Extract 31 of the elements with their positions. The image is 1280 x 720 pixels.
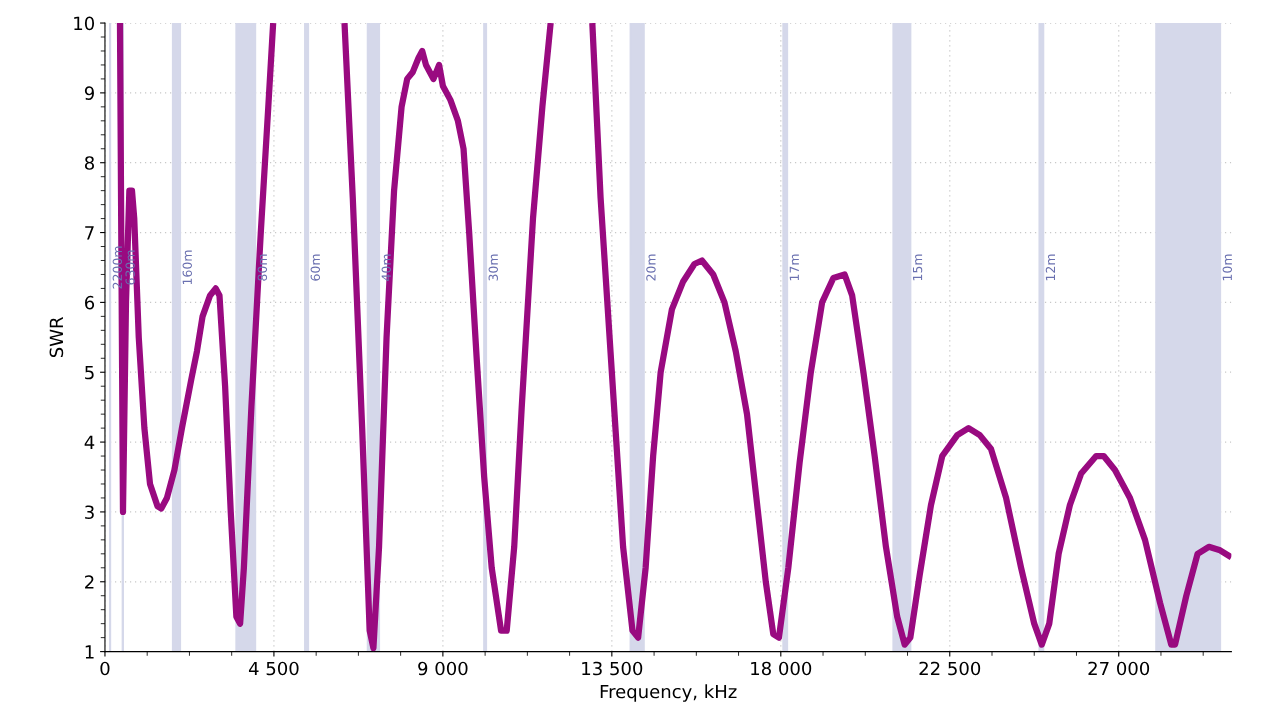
y-axis-title: SWR [49,316,64,358]
band-label: 10m [1222,254,1233,281]
x-tick-label: 18 000 [751,661,812,676]
y-tick-label: 9 [84,86,94,100]
x-tick-label: 13 500 [582,661,643,676]
band-label: 80m [257,254,268,281]
x-axis-title: Frequency, kHz [600,684,737,702]
y-tick-label: 7 [85,226,94,240]
band-label: 60m [310,254,321,281]
band-label: 20m [646,254,656,281]
y-tick-label: 1 [85,645,94,659]
y-tick-label: 2 [85,575,94,589]
band-label: 17m [789,254,799,281]
band-label: 15m [912,254,923,281]
band-label: 30m [488,254,498,281]
y-tick-label: 8 [84,156,94,170]
band-label: 630m [125,250,135,285]
y-tick-label: 4 [84,435,95,449]
x-tick-label: 27 000 [1088,661,1150,676]
x-tick-label: 4 500 [248,661,299,676]
x-tick-label: 22 500 [919,661,981,676]
band-label: 2200m [112,246,123,289]
y-tick-label: 6 [85,295,95,310]
y-tick-label: 3 [85,505,94,520]
band-label: 40m [381,254,391,281]
y-tick-label: 5 [85,365,94,380]
band-label: 12m [1045,254,1055,281]
x-tick-label: 0 [100,661,110,676]
y-tick-label: 10 [74,16,95,31]
x-tick-label: 9 000 [418,661,468,676]
band-label: 160m [182,250,192,285]
